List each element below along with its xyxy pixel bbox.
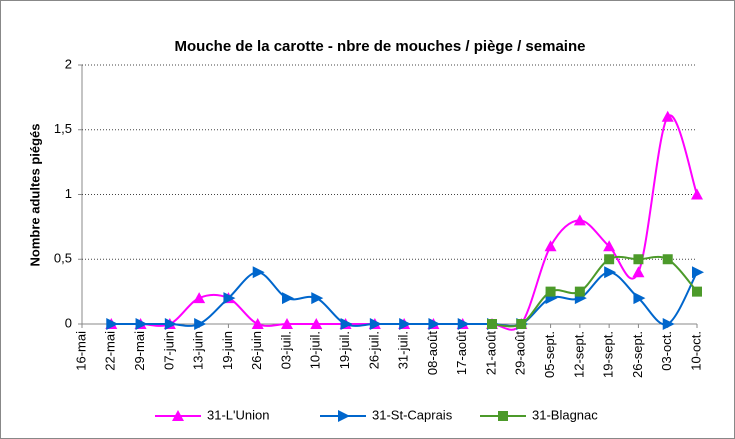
x-tick-label: 08-août [425,331,440,375]
legend-marker [172,410,184,421]
x-tick-label: 16-mai [73,331,88,371]
y-axis-label: Nombre adultes piégés [27,123,42,266]
x-tick-label: 13-juin [191,331,206,370]
x-tick-label: 26-juin [249,331,264,370]
data-point [310,318,323,329]
data-point [281,318,293,329]
x-tick-label: 22-mai [103,331,118,371]
data-point [574,286,585,297]
legend-label: 31-Blagnac [532,407,598,422]
data-point [691,188,703,200]
x-tick-label: 05-sept. [542,331,557,378]
data-point [428,318,441,330]
data-point [487,319,497,329]
x-tick-label: 10-oct. [688,331,703,371]
x-tick-label: 21-août [483,331,498,375]
y-tick-label: 1 [65,186,72,201]
data-point [573,214,586,226]
data-point [193,292,206,304]
data-point [633,254,644,265]
x-tick-label: 19-sept. [601,331,616,378]
data-point [106,318,119,330]
y-tick-label: 0,5 [54,251,72,266]
data-point [692,286,702,297]
y-tick-label: 2 [65,56,72,71]
x-tick-label: 12-sept. [571,331,586,378]
x-tick-label: 19-juil. [337,331,352,369]
chart-title: Mouche de la carotte - nbre de mouches /… [175,38,586,55]
data-point [282,292,294,305]
data-point [545,286,556,297]
legend-label: 31-L'Union [207,407,269,422]
data-point [516,319,527,329]
x-tick-label: 03-juil. [278,331,293,369]
x-tick-label: 26-juil. [366,331,381,369]
data-point [194,318,207,330]
x-tick-label: 03-oct. [659,331,674,371]
x-tick-label: 31-juil. [396,331,411,369]
x-tick-label: 29-mai [132,331,147,371]
data-point [544,240,557,252]
data-point [399,318,412,330]
data-point [457,318,470,330]
x-tick-label: 07-juin [161,331,176,370]
data-point [633,292,646,305]
legend-label: 31-St-Caprais [372,407,453,422]
data-point [164,318,177,330]
x-tick-label: 26-sept. [630,331,645,378]
x-tick-label: 29-août [513,331,528,375]
legend-marker [338,410,350,422]
data-point [692,266,704,279]
data-point [661,110,674,122]
x-tick-label: 19-juin [220,331,235,370]
x-tick-label: 10-juil. [308,331,323,369]
data-point [311,292,324,305]
data-point [604,266,617,279]
y-tick-label: 1,5 [54,121,72,136]
data-point [251,318,264,329]
data-point [369,318,382,330]
data-point [603,240,616,252]
data-point [632,266,645,278]
data-point [252,266,265,279]
x-tick-label: 17-août [454,331,469,375]
data-point [340,318,353,330]
legend-marker [498,411,508,421]
data-point [662,318,675,330]
data-point [223,292,236,305]
data-point [604,254,615,265]
data-point [662,254,673,265]
y-tick-label: 0 [65,315,72,330]
data-point [135,318,148,330]
